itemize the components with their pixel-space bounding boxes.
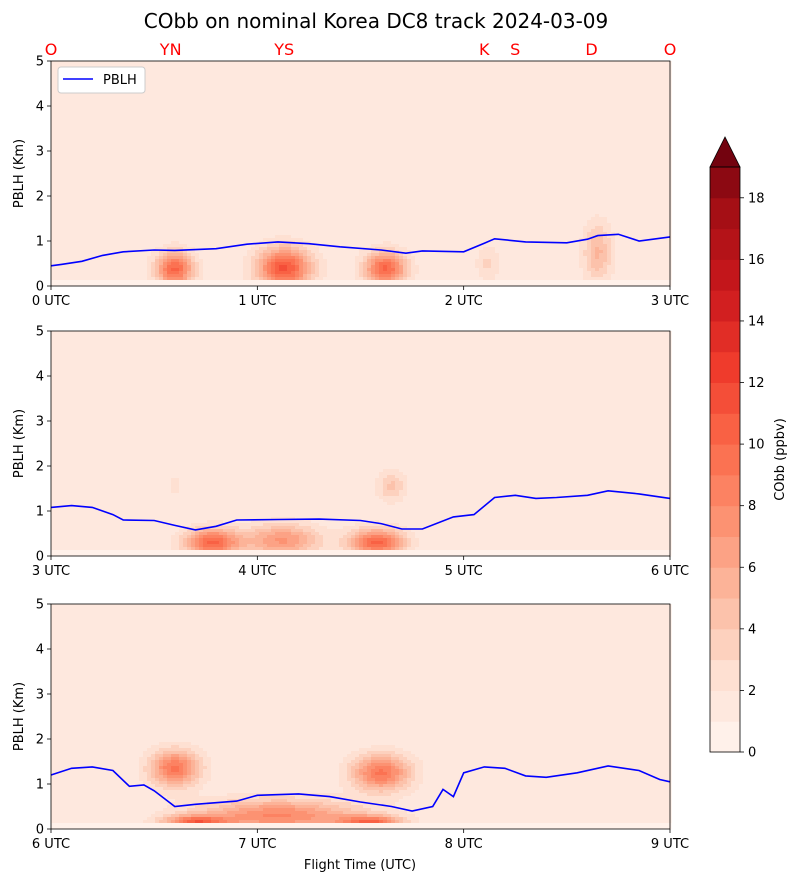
y-tick-label: 5 — [36, 598, 44, 613]
y-tick-label: 3 — [36, 145, 44, 160]
y-tick-label: 1 — [36, 235, 44, 250]
site-label: YN — [159, 40, 182, 59]
legend-label: PBLH — [103, 73, 137, 88]
x-tick-label: 3 UTC — [651, 294, 689, 309]
x-tick-label: 6 UTC — [32, 837, 70, 852]
contour-fill — [51, 604, 672, 830]
y-tick-label: 0 — [36, 550, 44, 565]
y-tick-label: 0 — [36, 280, 44, 295]
panel-2: 0 1 2 3 4 5 PBLH (Km) 3 UTC 4 UTC 5 UTC 6 UTC — [12, 325, 689, 580]
y-axis-label: PBLH (Km) — [12, 139, 27, 208]
x-tick-label: 7 UTC — [238, 837, 276, 852]
y-tick-label: 5 — [36, 55, 44, 70]
colorbar-level — [710, 198, 740, 229]
colorbar-level — [710, 167, 740, 198]
chart-title: CObb on nominal Korea DC8 track 2024-03-… — [144, 9, 609, 33]
colorbar-tick-label: 10 — [748, 438, 765, 453]
y-tick-label: 3 — [36, 415, 44, 430]
colorbar-level — [710, 383, 740, 414]
y-axis-label: PBLH (Km) — [12, 409, 27, 478]
x-tick-label: 9 UTC — [651, 837, 689, 852]
colorbar-label: CObb (ppbv) — [773, 418, 788, 501]
colorbar-level — [710, 444, 740, 475]
legend: PBLH — [58, 67, 145, 93]
colorbar-level — [710, 690, 740, 721]
colorbar-level — [710, 229, 740, 260]
colorbar-tick-label: 14 — [748, 314, 765, 329]
x-tick-label: 8 UTC — [445, 837, 483, 852]
y-tick-label: 1 — [36, 505, 44, 520]
panel-1: 0 1 2 3 4 5 PBLH (Km) 0 UTC 1 UTC 2 UTC 3 UTC PBLH — [12, 55, 689, 310]
x-tick-label: 5 UTC — [445, 564, 483, 579]
colorbar-level — [710, 506, 740, 537]
colorbar-tick-label: 4 — [748, 622, 756, 637]
x-tick-label: 3 UTC — [32, 564, 70, 579]
colorbar-tick-label: 12 — [748, 376, 765, 391]
colorbar: 0 2 4 6 8 10 12 14 16 18 CObb (ppbv) — [710, 137, 788, 761]
x-tick-label: 6 UTC — [651, 564, 689, 579]
x-tick-label: 1 UTC — [238, 294, 276, 309]
colorbar-level — [710, 259, 740, 290]
x-tick-label: 2 UTC — [445, 294, 483, 309]
y-tick-label: 2 — [36, 460, 44, 475]
site-label: S — [510, 40, 520, 59]
colorbar-extend-arrow — [710, 137, 740, 167]
y-tick-label: 4 — [36, 100, 44, 115]
colorbar-tick-label: 0 — [748, 746, 756, 761]
site-label: YS — [273, 40, 294, 59]
y-tick-label: 4 — [36, 643, 44, 658]
site-label: K — [479, 40, 490, 59]
colorbar-level — [710, 660, 740, 691]
colorbar-level — [710, 475, 740, 506]
colorbar-tick-label: 2 — [748, 684, 756, 699]
y-tick-label: 2 — [36, 190, 44, 205]
colorbar-level — [710, 721, 740, 752]
colorbar-level — [710, 290, 740, 321]
site-label: O — [664, 40, 677, 59]
panel-3: 0 1 2 3 4 5 PBLH (Km) 6 UTC 7 UTC 8 UTC 9 UTC — [12, 598, 689, 853]
contour-fill — [51, 331, 672, 557]
site-labels: O YN YS K S D O — [45, 40, 677, 59]
x-axis-label: Flight Time (UTC) — [304, 858, 416, 873]
colorbar-level — [710, 598, 740, 629]
y-tick-label: 1 — [36, 778, 44, 793]
colorbar-level — [710, 629, 740, 660]
colorbar-tick-label: 18 — [748, 191, 765, 206]
colorbar-tick-label: 8 — [748, 499, 756, 514]
x-tick-label: 0 UTC — [32, 294, 70, 309]
x-tick-label: 4 UTC — [238, 564, 276, 579]
y-tick-label: 3 — [36, 688, 44, 703]
colorbar-level — [710, 567, 740, 598]
contour-fill — [51, 61, 672, 287]
colorbar-tick-label: 16 — [748, 253, 765, 268]
y-tick-label: 0 — [36, 823, 44, 838]
colorbar-level — [710, 413, 740, 444]
y-axis-label: PBLH (Km) — [12, 682, 27, 751]
y-tick-label: 4 — [36, 370, 44, 385]
colorbar-level — [710, 536, 740, 567]
figure: CObb on nominal Korea DC8 track 2024-03-… — [0, 0, 797, 883]
colorbar-level — [710, 321, 740, 352]
colorbar-tick-label: 6 — [748, 561, 756, 576]
site-label: O — [45, 40, 58, 59]
colorbar-level — [710, 352, 740, 383]
site-label: D — [585, 40, 597, 59]
y-tick-label: 5 — [36, 325, 44, 340]
y-tick-label: 2 — [36, 733, 44, 748]
